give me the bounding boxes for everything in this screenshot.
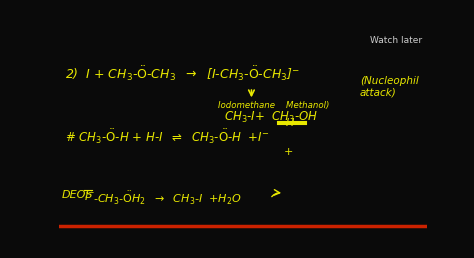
Text: H: H	[285, 118, 294, 128]
Text: Watch later: Watch later	[370, 36, 422, 45]
Text: # CH$_3$-$\ddot{\rm O}$-H + H-I  $\rightleftharpoons$  CH$_3$-$\ddot{\rm O}$-H  : # CH$_3$-$\ddot{\rm O}$-H + H-I $\rightl…	[65, 127, 270, 146]
Text: I$^{-}$: I$^{-}$	[84, 190, 95, 201]
Text: +: +	[284, 147, 293, 157]
Text: (Nucleophil
attack): (Nucleophil attack)	[360, 76, 419, 97]
Text: CH$_3$-I+  CH$_3$-OH: CH$_3$-I+ CH$_3$-OH	[224, 110, 318, 125]
Text: DEOS: DEOS	[62, 190, 93, 200]
Text: 2)  I + CH$_3$-$\ddot{\rm O}$-CH$_3$  $\rightarrow$  [I-CH$_3$-$\ddot{\rm O}$-CH: 2) I + CH$_3$-$\ddot{\rm O}$-CH$_3$ $\ri…	[65, 64, 301, 83]
Text: Iodomethane    Methanol): Iodomethane Methanol)	[218, 101, 329, 110]
Text: -CH$_3$-$\ddot{\rm O}$H$_2$  $\rightarrow$  CH$_3$-I  +H$_2$O: -CH$_3$-$\ddot{\rm O}$H$_2$ $\rightarrow…	[92, 190, 242, 207]
